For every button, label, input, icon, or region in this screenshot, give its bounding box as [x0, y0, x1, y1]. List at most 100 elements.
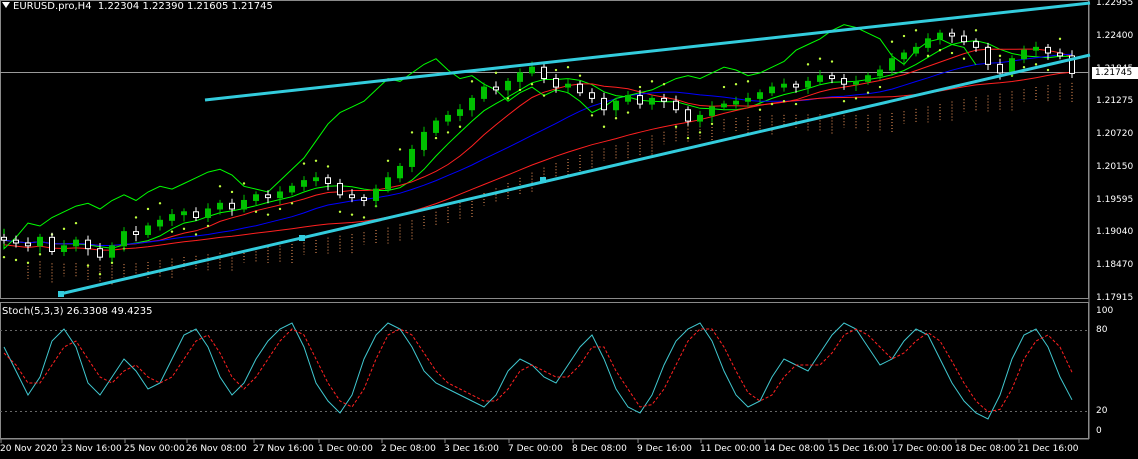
candle-body[interactable] [289, 185, 295, 193]
candle-body[interactable] [265, 194, 271, 199]
candle-body[interactable] [409, 148, 415, 167]
candle-body[interactable] [925, 38, 931, 48]
candle-body[interactable] [49, 236, 55, 253]
candle-body[interactable] [985, 46, 991, 65]
candle-body[interactable] [397, 165, 403, 179]
candle-body[interactable] [421, 131, 427, 150]
candle-body[interactable] [793, 83, 799, 88]
candle-body[interactable] [661, 97, 667, 102]
candle-body[interactable] [385, 177, 391, 190]
candle-body[interactable] [277, 191, 283, 199]
candle-body[interactable] [625, 95, 631, 102]
candle-body[interactable] [229, 202, 235, 210]
candle-body[interactable] [1069, 55, 1075, 74]
candle-body[interactable] [85, 239, 91, 250]
candle-body[interactable] [745, 97, 751, 102]
candle-body[interactable] [1, 236, 7, 241]
candle-body[interactable] [457, 109, 463, 116]
candle-body[interactable] [685, 109, 691, 122]
candle-body[interactable] [349, 194, 355, 199]
candle-body[interactable] [301, 180, 307, 187]
candle-body[interactable] [853, 80, 859, 85]
candle-body[interactable] [697, 114, 703, 122]
candle-body[interactable] [325, 177, 331, 184]
candle-body[interactable] [889, 58, 895, 71]
stoch-signal-line[interactable] [3, 328, 1073, 413]
candle-body[interactable] [541, 66, 547, 80]
candle-body[interactable] [649, 97, 655, 105]
candle-body[interactable] [901, 52, 907, 60]
candle-body[interactable] [733, 100, 739, 105]
stoch-main-line[interactable] [3, 322, 1073, 420]
candle-body[interactable] [337, 182, 343, 196]
trendline-anchor[interactable] [299, 235, 305, 241]
candle-body[interactable] [589, 92, 595, 99]
candle-body[interactable] [529, 66, 535, 74]
candle-body[interactable] [1033, 46, 1039, 51]
candle-body[interactable] [757, 92, 763, 99]
candle-body[interactable] [973, 41, 979, 48]
candle-body[interactable] [1057, 52, 1063, 57]
candle-body[interactable] [481, 86, 487, 99]
candle-body[interactable] [361, 197, 367, 201]
candle-body[interactable] [61, 245, 67, 253]
candle-body[interactable] [169, 214, 175, 221]
candle-body[interactable] [25, 242, 31, 247]
candle-body[interactable] [937, 32, 943, 40]
candle-body[interactable] [73, 239, 79, 247]
candle-body[interactable] [877, 69, 883, 77]
chart-menu-icon[interactable] [2, 2, 10, 8]
candle-body[interactable] [133, 231, 139, 235]
candle-body[interactable] [565, 83, 571, 88]
trendline-anchor[interactable] [540, 177, 546, 183]
ma-fast-line[interactable] [3, 40, 1073, 249]
candle-body[interactable] [109, 245, 115, 258]
candle-body[interactable] [709, 106, 715, 116]
candle-body[interactable] [433, 120, 439, 133]
candle-body[interactable] [613, 100, 619, 111]
candle-body[interactable] [1009, 58, 1015, 74]
candle-body[interactable] [145, 225, 151, 235]
upper-trendline[interactable] [204, 1, 1091, 102]
candle-body[interactable] [97, 248, 103, 258]
candle-body[interactable] [829, 75, 835, 80]
candle-body[interactable] [181, 211, 187, 216]
candle-body[interactable] [601, 97, 607, 111]
candle-body[interactable] [865, 75, 871, 82]
candle-body[interactable] [805, 80, 811, 88]
candle-body[interactable] [961, 35, 967, 43]
candle-body[interactable] [673, 100, 679, 111]
candle-body[interactable] [913, 46, 919, 54]
candle-body[interactable] [205, 208, 211, 218]
candle-body[interactable] [577, 83, 583, 94]
candle-body[interactable] [373, 188, 379, 201]
candle-body[interactable] [721, 103, 727, 108]
candle-body[interactable] [121, 231, 127, 247]
candle-body[interactable] [13, 239, 19, 244]
candle-body[interactable] [637, 95, 643, 105]
candle-body[interactable] [841, 78, 847, 85]
candle-body[interactable] [469, 97, 475, 111]
candle-body[interactable] [505, 80, 511, 91]
candle-body[interactable] [781, 83, 787, 88]
candle-body[interactable] [37, 236, 43, 247]
ma-mid-line[interactable] [3, 48, 1073, 246]
candle-body[interactable] [1045, 46, 1051, 54]
trendline-anchor[interactable] [58, 291, 64, 297]
candle-body[interactable] [1021, 49, 1027, 60]
candle-body[interactable] [769, 86, 775, 94]
lower-trendline[interactable] [59, 53, 1091, 296]
ma-long-line[interactable] [3, 71, 1073, 251]
candle-body[interactable] [517, 72, 523, 82]
lagging-span-line[interactable] [3, 24, 977, 250]
candle-body[interactable] [553, 78, 559, 88]
candle-body[interactable] [157, 219, 163, 227]
candle-body[interactable] [817, 75, 823, 82]
candle-body[interactable] [949, 32, 955, 37]
candle-body[interactable] [193, 211, 199, 218]
candle-body[interactable] [313, 177, 319, 182]
ma-slow-line[interactable] [3, 53, 1073, 246]
candle-body[interactable] [253, 194, 259, 201]
candle-body[interactable] [997, 63, 1003, 74]
